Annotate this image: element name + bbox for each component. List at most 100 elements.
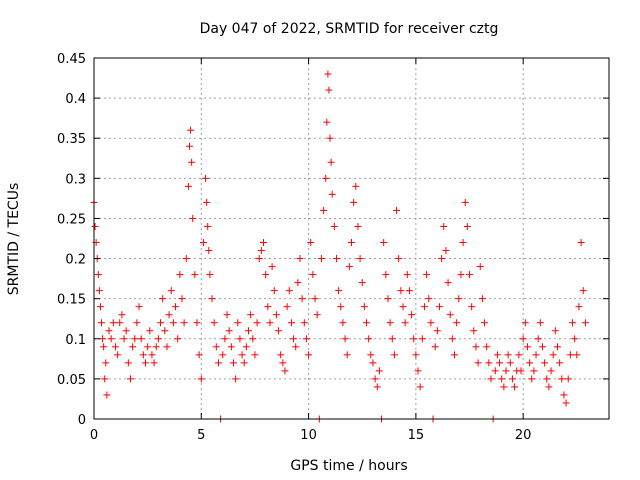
data-point [148,351,156,359]
data-point [502,367,510,375]
data-point [528,375,536,383]
x-tick-label: 10 [300,428,317,443]
y-tick-label: 0.2 [65,253,86,268]
data-point [365,335,373,343]
data-point [144,343,152,351]
data-point [356,255,364,263]
data-point [435,303,443,311]
data-point [478,295,486,303]
data-point [358,279,366,287]
data-point [341,335,349,343]
data-point [191,271,199,279]
data-point [279,359,287,367]
data-point [131,335,139,343]
data-point [343,351,351,359]
data-point [188,158,196,166]
data-point [114,351,122,359]
data-point [536,319,544,327]
data-point [427,319,435,327]
data-point [560,391,568,399]
data-point [142,359,149,367]
data-point [399,303,407,311]
data-point [431,343,439,351]
data-point [320,206,328,214]
data-point [451,351,458,359]
chart-title: Day 047 of 2022, SRMTID for receiver czt… [200,21,499,37]
data-point [283,303,291,311]
data-point [152,343,160,351]
data-point [161,327,169,335]
data-point [234,319,242,327]
data-point [275,327,283,335]
data-point [212,343,220,351]
data-point [485,359,493,367]
data-point [124,359,132,367]
data-point [137,335,145,343]
data-point [433,327,441,335]
data-point [169,319,177,327]
data-point [420,303,428,311]
data-point [193,319,201,327]
data-point [457,271,465,279]
data-point [309,271,317,279]
data-point [330,222,338,230]
data-point [579,287,587,295]
data-point [530,367,538,375]
data-point [111,343,119,351]
data-point [442,247,450,255]
data-point [95,287,103,295]
axis-ticks [93,57,609,420]
y-tick-label: 0.25 [57,212,86,227]
data-point [440,222,448,230]
data-point [487,375,495,383]
data-point [326,134,334,142]
data-point [255,255,263,263]
data-point [408,311,416,319]
data-point [135,303,143,311]
data-point [337,303,345,311]
data-point [307,239,315,247]
data-point [534,335,542,343]
data-point [202,174,210,182]
data-point [511,383,519,391]
data-point [133,319,141,327]
data-point [332,255,340,263]
data-point [165,311,173,319]
y-tick-label: 0.4 [65,92,86,107]
data-point [294,279,302,287]
data-point [463,222,471,230]
data-point [245,327,252,335]
data-point [300,319,308,327]
data-point [545,383,553,391]
data-point [317,255,325,263]
data-point [266,319,274,327]
data-points [90,70,589,423]
data-point [203,198,211,206]
data-point [292,343,300,351]
data-point [412,351,420,359]
data-point [253,319,261,327]
y-tick-label: 0.45 [57,52,86,67]
data-point [116,319,124,327]
data-point [410,335,418,343]
data-point [506,359,514,367]
data-point [206,271,214,279]
y-tick-label: 0 [78,413,86,428]
data-point [285,287,293,295]
data-point [416,383,424,391]
data-point [210,319,218,327]
data-point [354,222,362,230]
data-point [386,319,394,327]
data-point [262,271,270,279]
data-point [311,295,319,303]
data-point [491,367,499,375]
data-point [204,222,212,230]
data-point [109,319,117,327]
data-point [455,295,463,303]
data-point [554,343,561,351]
data-point [382,271,390,279]
data-point [167,287,175,295]
data-point [157,319,165,327]
data-point [453,319,461,327]
data-point [328,190,336,198]
